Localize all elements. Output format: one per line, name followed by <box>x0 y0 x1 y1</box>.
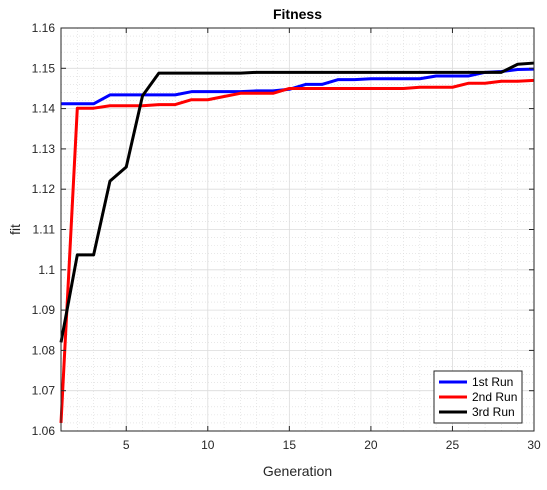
series-lines <box>59 61 535 424</box>
series-line-1st-run <box>61 67 535 106</box>
x-axis-label: Generation <box>263 463 332 479</box>
y-tick-labels: 1.06 1.07 1.08 1.09 1.1 1.11 1.12 1.13 1.14 1.15 1… <box>32 21 56 438</box>
y-tick-label: 1.12 <box>32 182 56 196</box>
x-tick-label: 30 <box>527 438 541 452</box>
x-tick-labels: 5 10 15 20 25 30 <box>123 438 541 452</box>
x-tick-label: 15 <box>283 438 297 452</box>
y-tick-label: 1.06 <box>32 424 56 438</box>
x-tick-label: 25 <box>446 438 460 452</box>
x-tick-label: 20 <box>364 438 378 452</box>
y-tick-label: 1.13 <box>32 142 56 156</box>
y-tick-label: 1.07 <box>32 384 56 398</box>
y-tick-label: 1.15 <box>32 61 56 75</box>
y-tick-label: 1.1 <box>38 263 55 277</box>
x-tick-label: 10 <box>201 438 215 452</box>
chart-title: Fitness <box>273 6 322 22</box>
axis-ticks <box>61 27 535 432</box>
x-tick-label: 5 <box>123 438 130 452</box>
y-tick-label: 1.09 <box>32 303 56 317</box>
y-tick-label: 1.08 <box>32 343 56 357</box>
y-tick-label: 1.16 <box>32 21 56 35</box>
y-axis-label: fit <box>7 224 23 235</box>
legend-label: 2nd Run <box>472 390 517 404</box>
y-tick-label: 1.14 <box>32 102 56 116</box>
legend-label: 1st Run <box>472 375 513 389</box>
legend-label: 3rd Run <box>472 405 515 419</box>
series-line-3rd-run <box>59 61 535 343</box>
y-tick-label: 1.11 <box>33 223 56 237</box>
